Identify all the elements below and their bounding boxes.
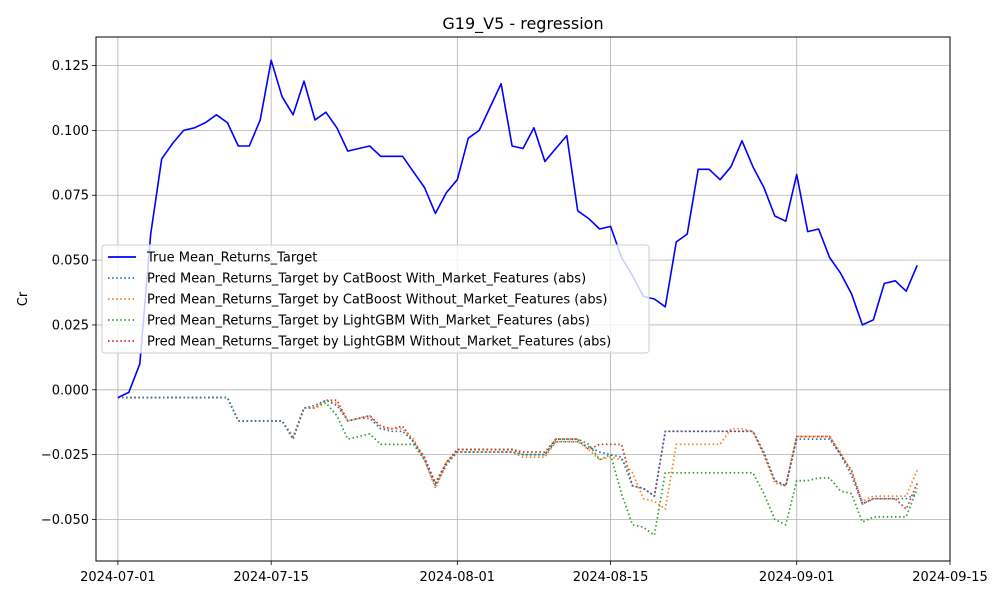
series-layer [117, 59, 918, 536]
y-axis-label: Cr [16, 291, 31, 306]
x-tick-label: 2024-07-15 [233, 570, 309, 585]
x-tick-label: 2024-09-15 [912, 570, 988, 585]
legend-label-4: Pred Mean_Returns_Target by LightGBM Wit… [147, 335, 611, 350]
x-tick-label: 2024-07-01 [80, 570, 156, 585]
legend-label-0: True Mean_Returns_Target [146, 251, 317, 266]
x-tick-label: 2024-09-01 [759, 570, 835, 585]
x-axis: 2024-07-01 2024-07-15 2024-08-01 2024-08-15… [80, 561, 988, 585]
chart-title: G19_V5 - regression [442, 14, 603, 34]
plot-frame [95, 36, 951, 562]
y-tick-label: 0.050 [52, 254, 89, 269]
legend-label-1: Pred Mean_Returns_Target by CatBoost Wit… [147, 272, 586, 287]
y-axis: 0.125 0.100 0.075 0.050 0.025 0.000 −0.025 −0.0… [41, 59, 96, 528]
x-tick-label: 2024-08-01 [420, 570, 496, 585]
series-line-0 [117, 59, 918, 399]
y-tick-label: 0.075 [52, 189, 89, 204]
legend-label-3: Pred Mean_Returns_Target by LightGBM Wit… [147, 314, 590, 329]
legend-box [101, 244, 650, 354]
y-tick-label: −0.050 [41, 513, 89, 528]
y-tick-label: −0.025 [41, 448, 89, 463]
y-tick-label: 0.100 [52, 124, 89, 139]
x-tick-label: 2024-08-15 [573, 570, 649, 585]
series-line-1 [117, 396, 918, 505]
legend: True Mean_Returns_Target Pred Mean_Return… [101, 244, 650, 354]
y-tick-label: 0.000 [52, 383, 89, 398]
y-tick-label: 0.125 [52, 59, 89, 74]
y-tick-label: 0.025 [52, 318, 89, 333]
legend-label-2: Pred Mean_Returns_Target by CatBoost Wit… [147, 293, 607, 308]
